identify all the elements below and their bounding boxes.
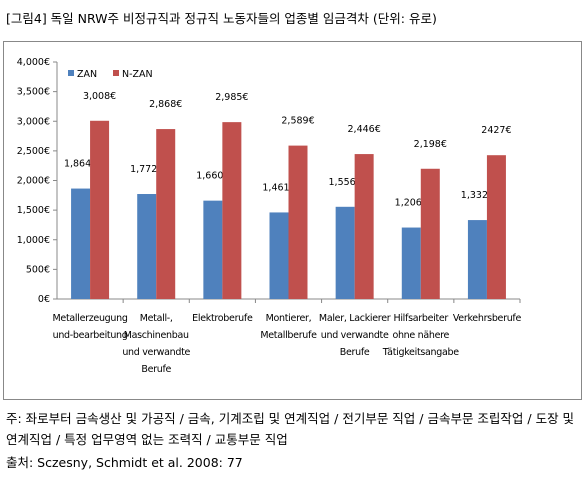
bar: [486, 155, 506, 299]
chart-border: [3, 41, 582, 400]
bar: [467, 220, 487, 299]
y-tick-label: 1,500€: [17, 205, 50, 216]
source: 출처: Sczesny, Schmidt et al. 2008: 77: [6, 455, 243, 470]
y-tick-label: 2,500€: [17, 146, 50, 157]
y-tick-label: 1,000€: [17, 235, 50, 246]
value-label: 3,008€: [83, 91, 116, 102]
value-label: 2427€: [481, 125, 511, 136]
x-tick-label: Elektroberufe: [192, 313, 253, 324]
value-label: 1,461€: [262, 182, 295, 193]
value-label: 1,660€: [196, 171, 229, 182]
bar: [203, 200, 223, 299]
bar: [401, 227, 421, 299]
x-tick-label: Metall-, Maschinenbau und verwandte Beru…: [122, 313, 191, 375]
bar: [269, 212, 289, 299]
y-tick-label: 0€: [38, 294, 50, 305]
x-tick-label: Verkehrsberufe: [452, 313, 522, 324]
note: 주: 좌로부터 금속생산 및 가공직 / 금속, 기계조립 및 연계직업 / 전…: [6, 411, 575, 447]
bar: [288, 145, 308, 299]
bar: [156, 129, 176, 299]
y-tick-label: 3,000€: [17, 116, 50, 127]
value-label: 1,206€: [395, 198, 428, 209]
legend-swatch: [113, 70, 119, 76]
value-label: 1,332€: [461, 190, 494, 201]
figure-title: [그림4] 독일 NRW주 비정규직과 정규직 노동자들의 업종별 임금격차 (…: [6, 11, 437, 26]
y-tick-label: 4,000€: [17, 57, 50, 68]
y-tick-label: 500€: [26, 264, 50, 275]
y-tick-label: 2,000€: [17, 176, 50, 187]
bar: [335, 206, 355, 299]
value-label: 1,864€: [64, 159, 97, 170]
value-label: 2,589€: [281, 116, 314, 127]
bar: [420, 168, 440, 299]
y-tick-label: 3,500€: [17, 87, 50, 98]
value-label: 2,446€: [348, 124, 381, 135]
value-label: 2,985€: [215, 92, 248, 103]
bar: [354, 154, 374, 299]
value-label: 1,772€: [130, 164, 163, 175]
legend-label: ZAN: [77, 69, 97, 80]
x-tick-label: Montierer, Metallberufe: [260, 313, 317, 341]
value-label: 2,868€: [149, 99, 182, 110]
x-tick-label: Metallerzeugung und-bearbeitung: [52, 313, 128, 341]
bar: [90, 120, 110, 299]
bar: [137, 194, 157, 299]
legend-swatch: [68, 70, 74, 76]
x-tick-label: Maler, Lackierer und verwandte Berufe: [318, 313, 391, 358]
x-tick-label: Hilfsarbeiter ohne nähere Tätigkeitsanga…: [382, 313, 459, 358]
value-label: 2,198€: [414, 139, 447, 150]
value-label: 1,556€: [329, 177, 362, 188]
bar: [71, 188, 91, 299]
legend-label: N-ZAN: [122, 69, 153, 80]
bar: [222, 122, 242, 299]
